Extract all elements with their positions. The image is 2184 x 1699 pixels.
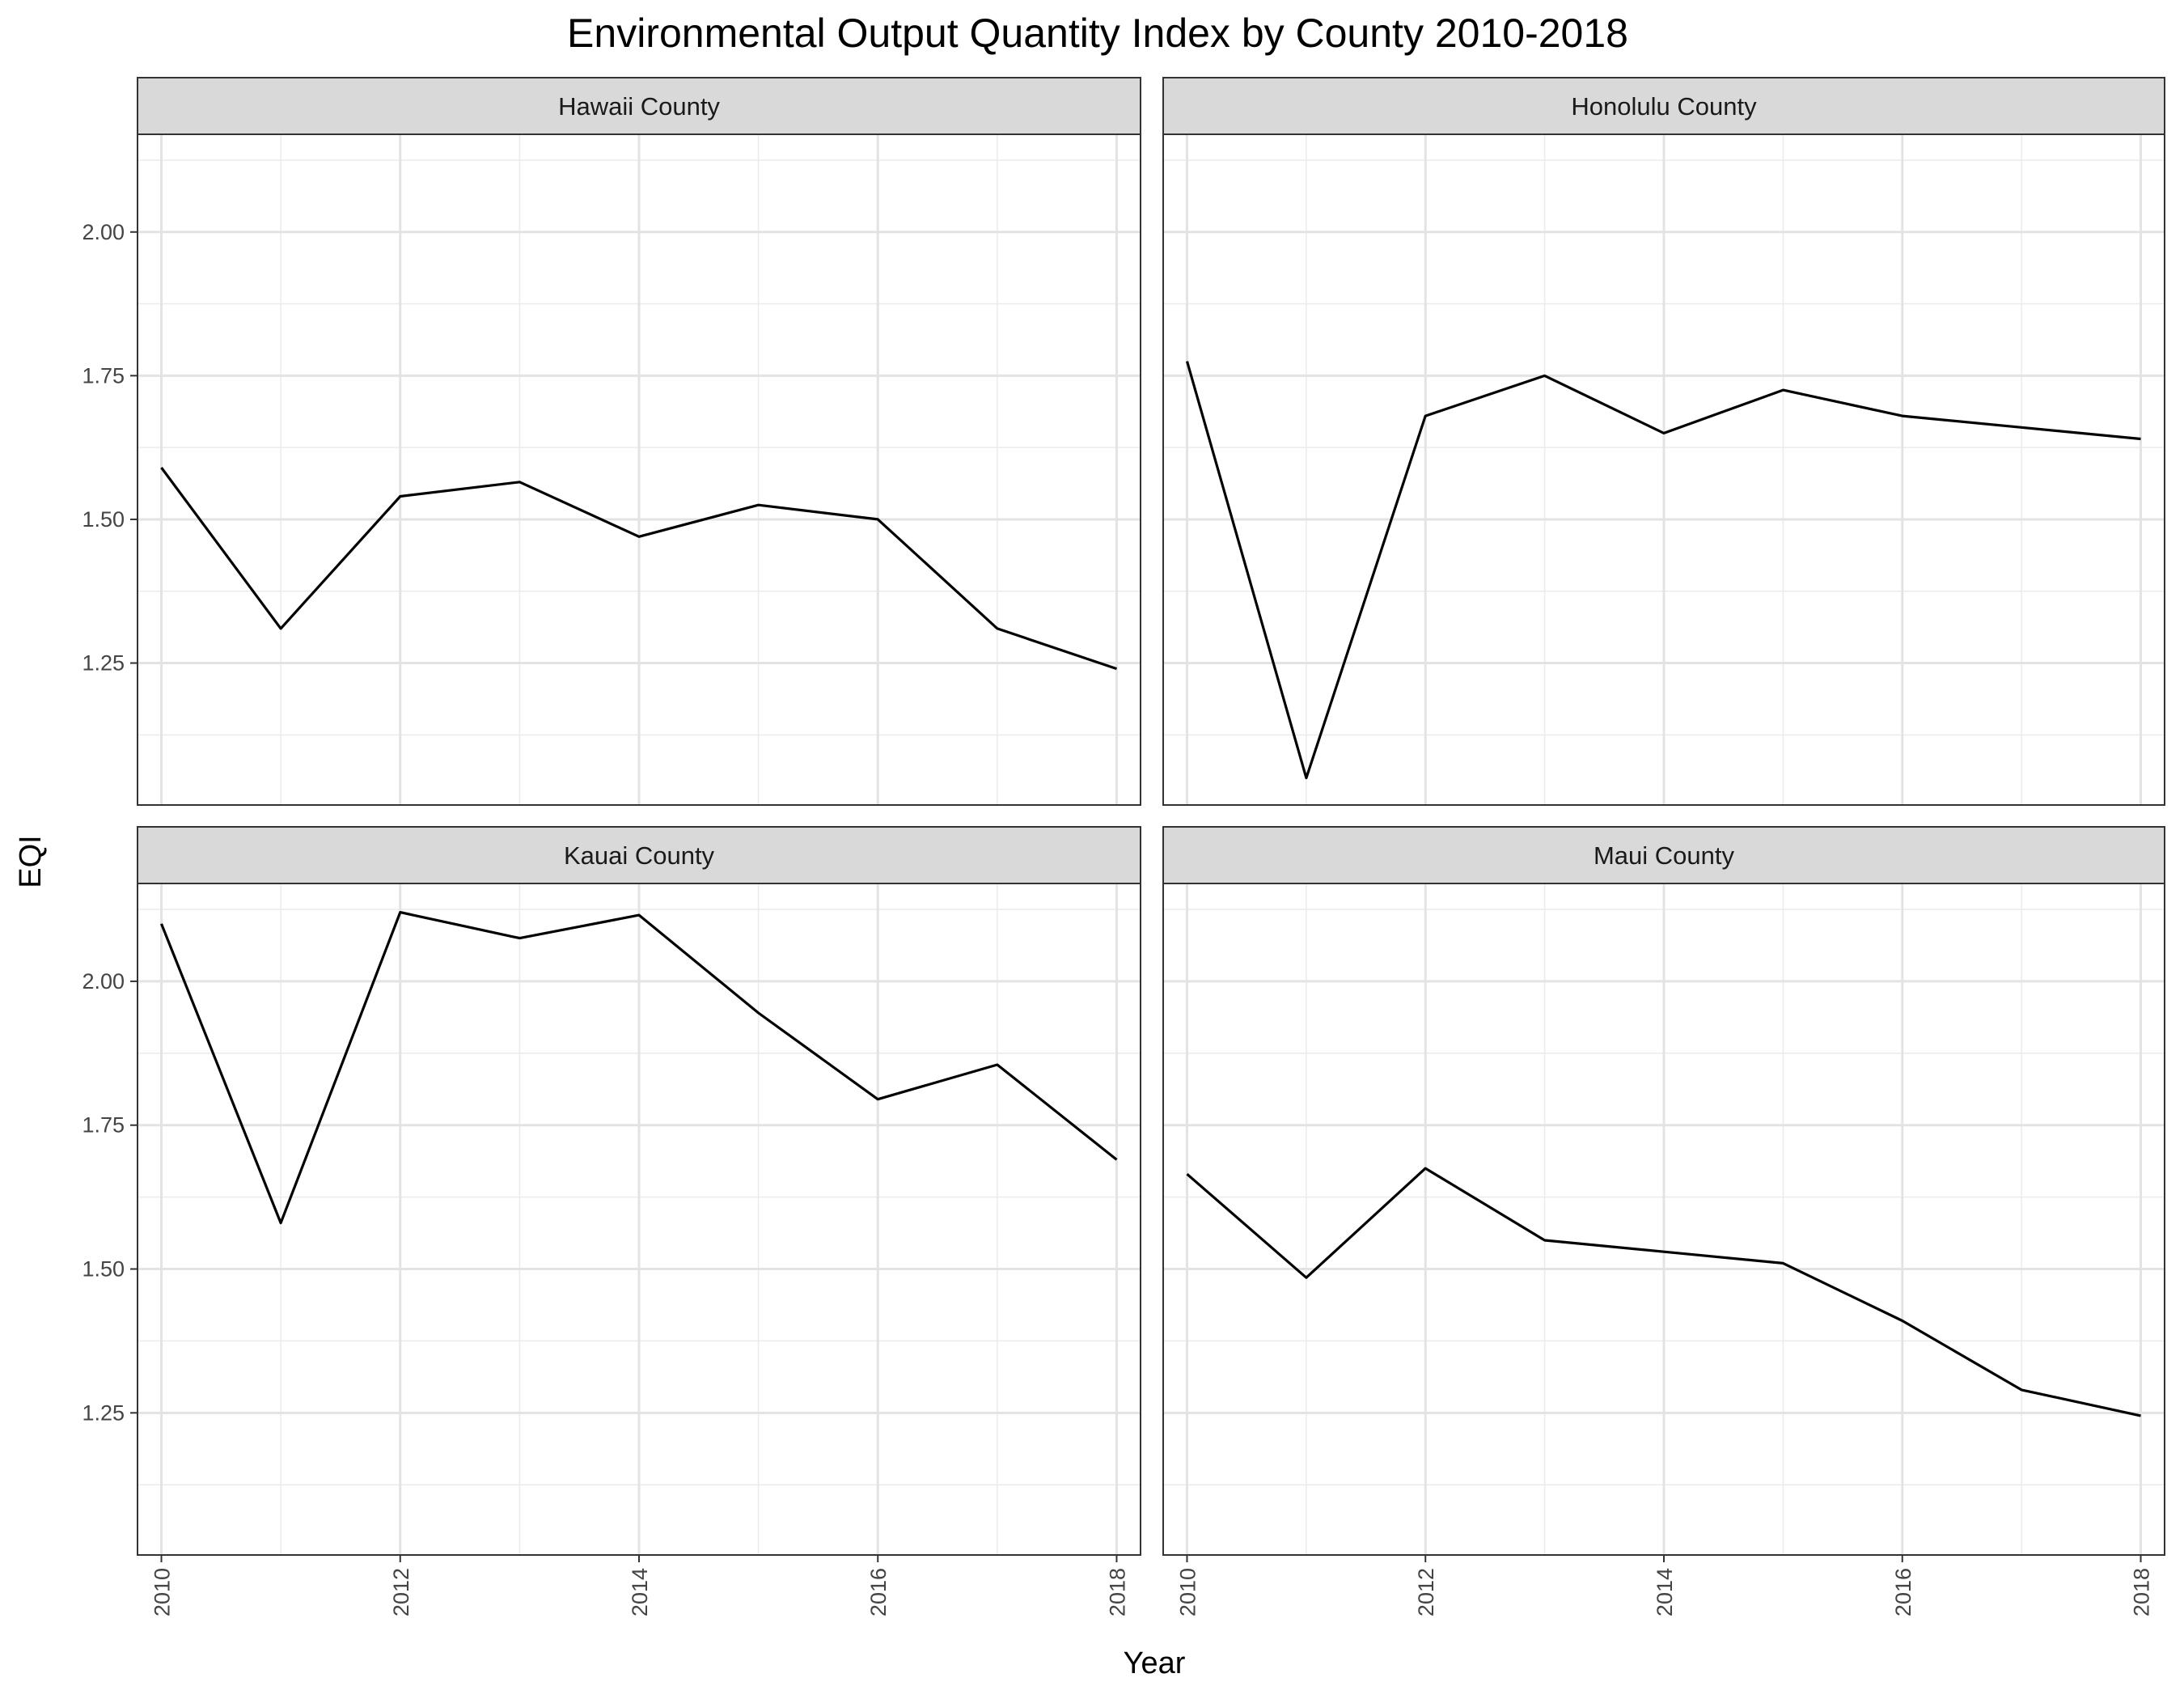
x-tick-label: 2014 [628, 1568, 652, 1616]
y-tick-label: 1.50 [82, 507, 125, 532]
x-tick-label: 2010 [1175, 1568, 1200, 1616]
series-line-hawaii-county [160, 467, 1118, 671]
y-tick-label: 1.75 [82, 363, 125, 388]
y-tick-label: 1.25 [82, 1400, 125, 1425]
series-line-maui-county [1186, 1167, 2141, 1417]
x-tick-label: 2018 [2130, 1568, 2154, 1616]
panel-border [137, 133, 1141, 806]
y-tick-label: 2.00 [82, 220, 125, 244]
y-tick-label: 2.00 [82, 969, 125, 994]
facet-strip-label: Maui County [1594, 841, 1735, 870]
y-tick-label: 1.50 [82, 1257, 125, 1282]
x-axis-title: Year [1124, 1646, 1186, 1680]
x-tick-label: 2012 [1414, 1568, 1438, 1616]
y-tick-label: 1.75 [82, 1113, 125, 1138]
x-tick-label: 2014 [1653, 1568, 1677, 1616]
panel-kauai-county: Kauai County 1.25 1.50 1.75 2.00 2010 2012 2014… [82, 826, 1141, 1616]
x-tick-label: 2012 [389, 1568, 413, 1616]
panel-hawaii-county: Hawaii County 1.25 1.50 1.75 2.00 [82, 77, 1141, 806]
x-tick-label: 2018 [1105, 1568, 1129, 1616]
x-tick-label: 2016 [866, 1568, 891, 1616]
x-tick-label: 2016 [1891, 1568, 1915, 1616]
facet-strip-label: Honolulu County [1571, 92, 1757, 121]
panels-group: Hawaii County 1.25 1.50 1.75 2.00 Honolulu Co… [82, 77, 2165, 1616]
facet-strip [137, 77, 1141, 135]
facet-strip-label: Hawaii County [558, 92, 720, 121]
panel-honolulu-county: Honolulu County [1162, 77, 2165, 806]
panel-maui-county: Maui County 2010 2012 2014 2016 2018 [1162, 826, 2165, 1616]
x-tick-label: 2010 [150, 1568, 175, 1616]
y-tick-label: 1.25 [82, 651, 125, 676]
y-axis-title: EQI [14, 835, 48, 888]
facet-strip [1162, 77, 2165, 135]
series-line-honolulu-county [1185, 361, 2141, 780]
series-line-kauai-county [160, 910, 1118, 1225]
facet-strip-label: Kauai County [564, 841, 715, 870]
panel-border [1162, 133, 2165, 806]
chart-title: Environmental Output Quantity Index by C… [567, 11, 1628, 56]
facet-strip [137, 826, 1141, 884]
